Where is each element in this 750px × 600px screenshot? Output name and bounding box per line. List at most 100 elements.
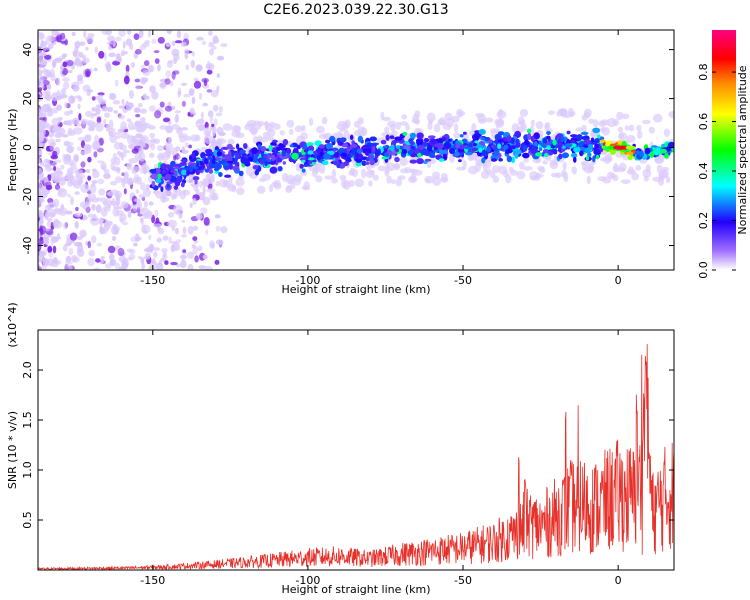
spectrogram-noise-blob <box>205 63 212 70</box>
spectrogram-band-blob <box>248 156 254 162</box>
spectrogram-noise-blob <box>182 226 187 234</box>
spectrogram-halo-blob <box>339 174 347 181</box>
spectrogram-halo-blob <box>474 162 481 173</box>
spectrogram-noise-blob <box>82 57 91 64</box>
spectrogram-halo-blob <box>380 111 385 121</box>
spectrogram-halo-blob <box>491 165 501 174</box>
spectrogram-halo-blob <box>184 135 192 141</box>
spectrogram-band-blob <box>493 140 500 144</box>
spectrogram-noise-blob <box>77 243 84 253</box>
spectrogram-noise-blob <box>119 266 124 270</box>
spectrogram-noise-blob <box>176 239 181 244</box>
spectrogram-noise-blob <box>38 124 41 131</box>
spectrogram-noise-blob <box>150 138 157 143</box>
spectrogram-noise-blob <box>192 225 199 231</box>
spectrogram-halo-blob <box>140 135 149 144</box>
spectrogram-noise-blob <box>38 243 42 251</box>
spectrogram-noise-blob <box>107 106 114 113</box>
spectrogram-noise-blob <box>130 62 136 68</box>
spectrogram-band-blob <box>595 154 600 160</box>
spectrogram-noise-blob <box>205 265 213 270</box>
spectrogram-band-blob <box>305 154 309 161</box>
spectrogram-band-blob <box>266 159 272 163</box>
spectrogram-noise-blob <box>200 111 204 120</box>
spectrogram-halo-blob <box>245 166 256 177</box>
spectrogram-band-blob <box>486 147 491 153</box>
spectrogram-halo-blob <box>544 123 550 132</box>
spectrogram-halo-blob <box>432 176 442 186</box>
spectrogram-noise-blob <box>215 239 224 245</box>
spectrogram-halo-blob <box>267 136 274 141</box>
spectrogram-band-blob <box>390 144 395 152</box>
spectrogram-band-blob <box>474 140 479 144</box>
spectrogram-noise-blob <box>121 172 125 176</box>
spectrogram-band-blob <box>573 156 577 163</box>
spectrogram-band-blob <box>235 143 240 150</box>
spectrogram-noise-blob <box>61 134 69 138</box>
spectrogram-noise-blob <box>198 265 207 269</box>
spectrogram-noise-blob <box>38 107 41 115</box>
spectrogram-noise-blob <box>71 255 78 263</box>
spectrogram-band-blob <box>522 152 530 159</box>
spectrogram-band-blob <box>214 162 222 170</box>
spectrogram-noise-blob <box>104 112 111 118</box>
spectrogram-noise-blob <box>68 264 73 270</box>
spectrogram-noise-blob <box>151 258 156 265</box>
y-tick-label: 0 <box>21 144 34 151</box>
spectrogram-noise-blob <box>45 228 50 232</box>
spectrogram-halo-blob <box>548 110 555 115</box>
colorbar-tick-label: 0.8 <box>697 63 710 81</box>
snr-marks <box>38 344 674 570</box>
y-tick-label: -40 <box>21 237 34 255</box>
spectrogram-halo-blob <box>256 185 266 194</box>
spectrogram-halo-blob <box>489 128 500 133</box>
spectrogram-halo-blob <box>588 118 595 124</box>
spectrogram-noise-blob <box>184 142 189 148</box>
spectrogram-noise-blob <box>182 249 187 253</box>
spectrogram-noise-blob <box>202 102 209 107</box>
spectrogram-band-blob <box>273 150 279 154</box>
spectrogram-noise-blob <box>74 57 81 66</box>
spectrogram-noise-blob <box>42 44 47 52</box>
spectrogram-halo-blob <box>192 183 199 191</box>
spectrogram-band-blob <box>465 151 473 156</box>
spectrogram-noise-blob <box>215 225 221 232</box>
spectrogram-noise-blob <box>114 79 119 87</box>
spectrogram-noise-blob <box>99 227 106 235</box>
spectrogram-halo-blob <box>563 176 569 183</box>
spectrogram-band-blob <box>314 140 322 147</box>
spectrogram-noise-blob <box>145 252 151 258</box>
x-tick-label: -100 <box>295 574 320 587</box>
y-tick-label: 20 <box>21 92 34 106</box>
spectrogram-band-blob <box>232 165 240 171</box>
colorbar-tick-label: 0.2 <box>697 212 710 230</box>
spectrogram-halo-blob <box>38 134 43 141</box>
spectrogram-band-blob <box>409 132 416 139</box>
spectrogram-halo-blob <box>523 166 533 171</box>
spectrogram-noise-blob <box>126 248 133 253</box>
spectrogram-halo-blob <box>529 126 535 136</box>
spectrogram-band-blob <box>435 138 442 142</box>
spectrogram-halo-blob <box>252 135 259 144</box>
spectrogram-noise-blob <box>96 116 102 124</box>
spectrogram-band-blob <box>301 168 306 173</box>
spectrogram-noise-blob <box>206 69 213 75</box>
spectrogram-band-blob <box>505 148 513 154</box>
spectrogram-noise-blob <box>108 92 114 100</box>
spectrogram-band-blob <box>424 138 429 143</box>
spectrogram-band-blob <box>550 149 558 153</box>
spectrogram-noise-blob <box>77 74 83 82</box>
spectrogram-band-blob <box>339 137 347 143</box>
spectrogram-band-blob <box>307 161 313 165</box>
spectrogram-band-blob <box>538 147 543 152</box>
spectrogram-noise-blob <box>85 168 91 174</box>
spectrogram-noise-blob <box>126 257 134 261</box>
spectrogram-noise-blob <box>74 221 79 229</box>
spectrogram-noise-blob <box>71 95 75 103</box>
spectrogram-band-blob <box>579 150 584 157</box>
spectrogram-band-blob <box>207 156 213 161</box>
spectrogram-noise-blob <box>153 251 158 258</box>
spectrogram-halo-blob <box>89 216 100 226</box>
spectrogram-noise-blob <box>162 117 171 123</box>
spectrogram-x-axis: -150 -100 -50 0 <box>140 30 622 287</box>
